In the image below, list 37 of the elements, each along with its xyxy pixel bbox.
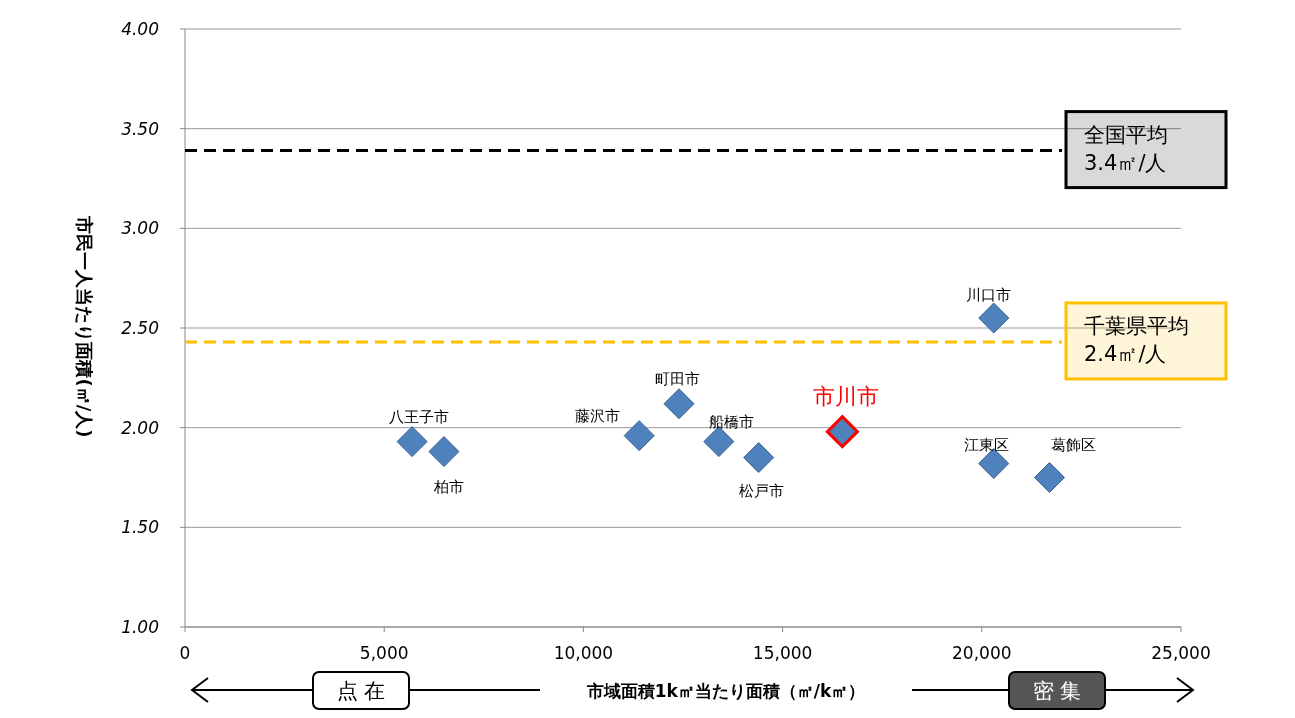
point [1034,462,1066,493]
annotation: 葛飾区 [1051,435,1097,454]
point [428,436,460,468]
y-tick-label: 4.00 [121,18,159,39]
text: 点 在 [336,679,386,703]
ref-line-label: 千葉県平均 2.4㎡/人 [1084,313,1189,366]
x-tick-label: 15,000 [752,643,813,663]
y-tick-label: 2.50 [121,317,159,338]
annotation: 船橋市 [709,412,755,431]
y-tick-label: 1.50 [121,517,159,538]
y-tick-label: 2.00 [121,417,159,438]
y-tick-label: 1.00 [121,616,159,637]
point [743,442,775,474]
annotation: 江東区 [964,435,1010,454]
annotation: 藤沢市 [574,406,620,425]
point [623,420,655,452]
annotation: 市川市 [813,383,880,409]
ref-line-label: 全国平均 3.4㎡/人 [1084,122,1168,175]
x-tick-label: 0 [179,643,191,663]
x-tick-label: 5,000 [359,643,409,663]
y-tick-label: 3.50 [121,118,159,139]
x-tick-label: 20,000 [952,643,1012,663]
x-axis-title: 市域面積1k㎡当たり面積（㎡/k㎡） [585,681,866,701]
annotation: 柏市 [432,477,464,496]
y-axis-title: 市民一人当たり面積(㎡/人) [74,215,95,438]
annotation: 町田市 [654,369,700,388]
x-tick-label: 10,000 [553,643,614,663]
annotation: 川口市 [966,286,1012,305]
point [978,302,1010,334]
point [396,426,428,458]
text: 密 集 [1032,679,1082,703]
point [825,415,859,449]
y-tick-label: 3.00 [121,218,159,239]
point [663,388,695,420]
annotation: 松戸市 [739,481,785,500]
x-tick-label: 25,000 [1151,643,1211,663]
annotation: 八王子市 [389,407,450,426]
